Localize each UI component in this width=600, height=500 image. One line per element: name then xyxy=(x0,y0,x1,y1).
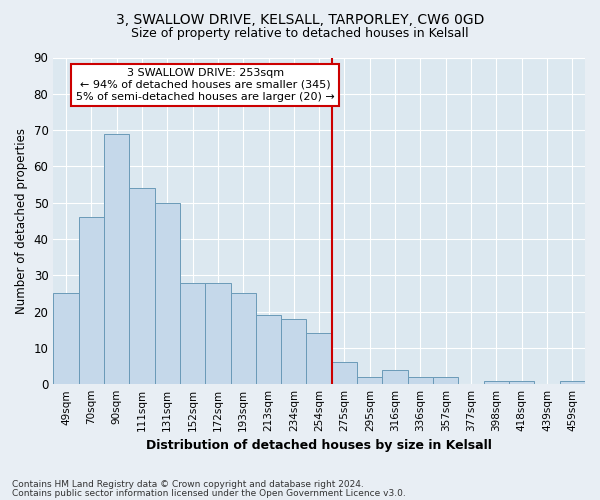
Bar xyxy=(53,294,79,384)
Bar xyxy=(129,188,155,384)
Bar xyxy=(509,380,535,384)
Text: Contains HM Land Registry data © Crown copyright and database right 2024.: Contains HM Land Registry data © Crown c… xyxy=(12,480,364,489)
X-axis label: Distribution of detached houses by size in Kelsall: Distribution of detached houses by size … xyxy=(146,440,492,452)
Bar xyxy=(104,134,129,384)
Bar xyxy=(307,334,332,384)
Text: 3, SWALLOW DRIVE, KELSALL, TARPORLEY, CW6 0GD: 3, SWALLOW DRIVE, KELSALL, TARPORLEY, CW… xyxy=(116,12,484,26)
Bar xyxy=(79,217,104,384)
Bar xyxy=(433,377,458,384)
Bar xyxy=(180,282,205,384)
Bar xyxy=(357,377,382,384)
Bar xyxy=(256,315,281,384)
Bar xyxy=(408,377,433,384)
Bar xyxy=(205,282,230,384)
Y-axis label: Number of detached properties: Number of detached properties xyxy=(15,128,28,314)
Bar xyxy=(382,370,408,384)
Bar xyxy=(230,294,256,384)
Text: 3 SWALLOW DRIVE: 253sqm
← 94% of detached houses are smaller (345)
5% of semi-de: 3 SWALLOW DRIVE: 253sqm ← 94% of detache… xyxy=(76,68,335,102)
Bar xyxy=(281,319,307,384)
Bar xyxy=(484,380,509,384)
Bar xyxy=(332,362,357,384)
Text: Contains public sector information licensed under the Open Government Licence v3: Contains public sector information licen… xyxy=(12,489,406,498)
Bar xyxy=(560,380,585,384)
Text: Size of property relative to detached houses in Kelsall: Size of property relative to detached ho… xyxy=(131,28,469,40)
Bar xyxy=(155,202,180,384)
